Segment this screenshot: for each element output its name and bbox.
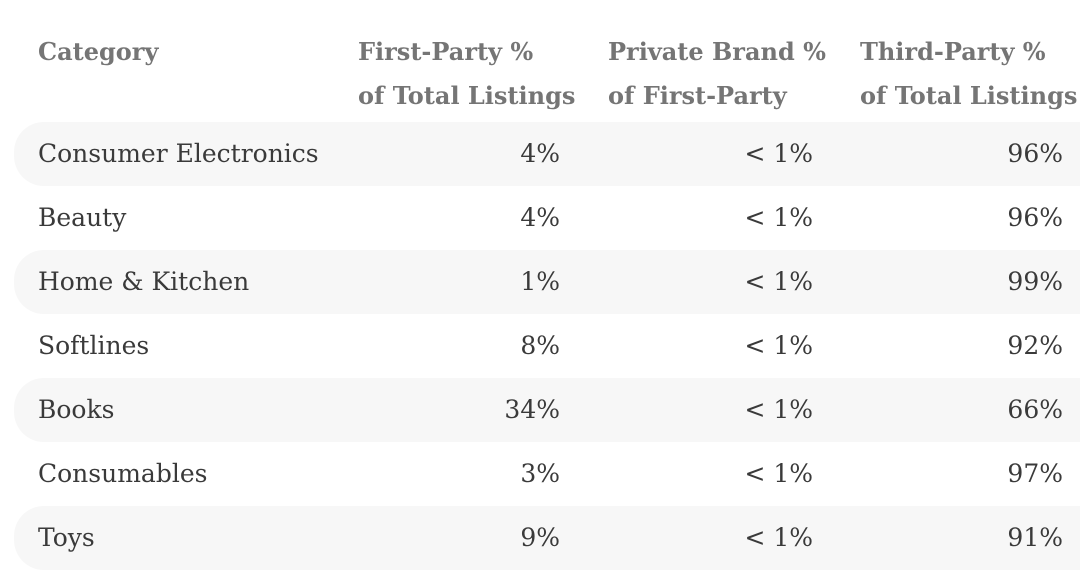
cell-third-party: 96% (1007, 203, 1063, 232)
column-header-category-line: Category (38, 37, 159, 66)
cell-third-party: 66% (1007, 395, 1063, 424)
cell-third-party: 92% (1007, 331, 1063, 360)
cell-first-party: 4% (520, 203, 560, 232)
cell-third-party: 91% (1007, 523, 1063, 552)
cell-private-brand: < 1% (744, 395, 813, 424)
table-row: Consumer Electronics 4% < 1% 96% (14, 122, 1080, 186)
table-row: Home & Kitchen 1% < 1% 99% (14, 250, 1080, 314)
column-header-private-brand: Private Brand % of First-Party (608, 30, 826, 118)
cell-third-party: 97% (1007, 459, 1063, 488)
cell-first-party: 3% (520, 459, 560, 488)
table-row: Toys 9% < 1% 91% (14, 506, 1080, 570)
cell-first-party: 4% (520, 139, 560, 168)
column-header-first-party: First-Party % of Total Listings (358, 30, 575, 118)
column-header-third-party-line-1: Third-Party % (860, 37, 1046, 66)
column-header-third-party-line-2: of Total Listings (860, 81, 1078, 110)
cell-private-brand: < 1% (744, 139, 813, 168)
table-row: Softlines 8% < 1% 92% (14, 314, 1080, 378)
table-row: Books 34% < 1% 66% (14, 378, 1080, 442)
table-body: Consumer Electronics 4% < 1% 96% Beauty … (14, 122, 1080, 570)
cell-private-brand: < 1% (744, 203, 813, 232)
cell-first-party: 1% (520, 267, 560, 296)
column-header-category: Category (38, 30, 158, 74)
column-header-first-party-line-2: of Total Listings (358, 81, 576, 110)
cell-category: Toys (38, 523, 95, 552)
column-header-first-party-line-1: First-Party % (358, 37, 534, 66)
cell-private-brand: < 1% (744, 331, 813, 360)
cell-category: Books (38, 395, 115, 424)
column-header-third-party: Third-Party % of Total Listings (860, 30, 1077, 118)
cell-first-party: 8% (520, 331, 560, 360)
cell-private-brand: < 1% (744, 459, 813, 488)
cell-private-brand: < 1% (744, 523, 813, 552)
cell-first-party: 34% (504, 395, 560, 424)
cell-category: Softlines (38, 331, 150, 360)
column-header-private-brand-line-2: of First-Party (608, 81, 787, 110)
table-row: Consumables 3% < 1% 97% (14, 442, 1080, 506)
cell-third-party: 96% (1007, 139, 1063, 168)
cell-category: Home & Kitchen (38, 267, 250, 296)
table-row: Beauty 4% < 1% 96% (14, 186, 1080, 250)
cell-first-party: 9% (520, 523, 560, 552)
table-header: Category First-Party % of Total Listings… (14, 0, 1080, 122)
cell-private-brand: < 1% (744, 267, 813, 296)
cell-category: Consumables (38, 459, 208, 488)
cell-category: Beauty (38, 203, 127, 232)
cell-category: Consumer Electronics (38, 139, 319, 168)
column-header-private-brand-line-1: Private Brand % (608, 37, 826, 66)
cell-third-party: 99% (1007, 267, 1063, 296)
listings-table: Category First-Party % of Total Listings… (14, 0, 1080, 570)
